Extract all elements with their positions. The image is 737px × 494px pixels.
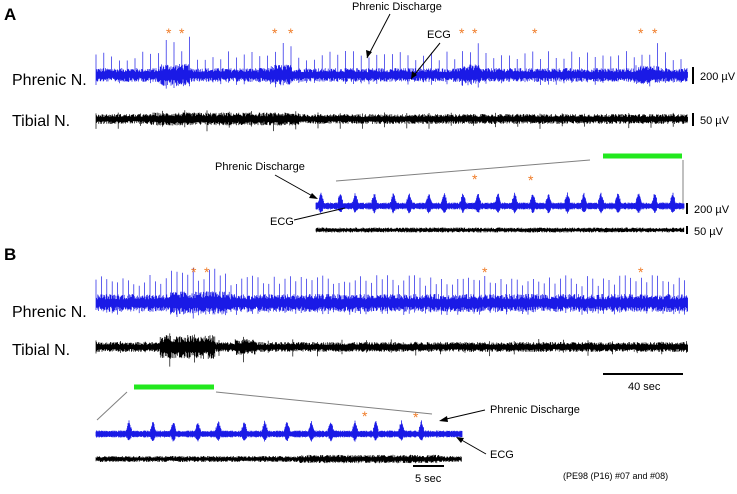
arrowhead-icon bbox=[411, 71, 417, 79]
panel-a-inset-asterisk: * bbox=[528, 172, 534, 188]
panel-b-inset-asterisk: * bbox=[413, 409, 419, 425]
panel-a-phrenic-discharge-label: Phrenic Discharge bbox=[352, 1, 442, 13]
panel-a-asterisk: * bbox=[166, 25, 172, 41]
panel-b-asterisk: * bbox=[204, 264, 210, 280]
panel-b-inset-phrenic-discharge-label: Phrenic Discharge bbox=[490, 404, 580, 416]
panel-b-guide-line-left bbox=[96, 391, 128, 421]
panel-a-asterisk: * bbox=[459, 25, 465, 41]
panel-a-phrenic-discharge-arrow bbox=[366, 13, 391, 59]
panel-a-inset-tibial-trace bbox=[315, 227, 685, 233]
panel-a-tibial-trace bbox=[95, 110, 688, 132]
panel-a-inset-phrenic-discharge-arrow bbox=[274, 174, 317, 199]
panel-a-guide-line-left bbox=[335, 159, 591, 182]
panel-a-tibial-label: Tibial N. bbox=[12, 113, 70, 130]
panel-a-inset-tibial-scale-label: 50 µV bbox=[694, 226, 724, 238]
panel-a-phrenic-label: Phrenic N. bbox=[12, 72, 87, 89]
panel-a-inset-ecg-arrow bbox=[293, 207, 346, 221]
panel-a-inset-phrenic-trace bbox=[315, 192, 685, 214]
panel-a-phrenic-trace bbox=[95, 36, 688, 89]
panel-b-inset-ecg-label: ECG bbox=[490, 449, 514, 461]
panel-a-asterisk: * bbox=[532, 25, 538, 41]
panel-b-inset-asterisk: * bbox=[362, 408, 368, 424]
panel-a-asterisk: * bbox=[472, 25, 478, 41]
panel-b-inset-phrenic-discharge-arrow bbox=[441, 409, 486, 421]
panel-b-tibial-label: Tibial N. bbox=[12, 342, 70, 359]
panel-a-asterisk: * bbox=[288, 25, 294, 41]
panel-a-inset: * * Phrenic Discharge ECG 200 µV 50 µV bbox=[215, 161, 730, 238]
panel-a-asterisk: * bbox=[179, 25, 185, 41]
panel-b: B Phrenic N. Tibial N. * * * * 40 sec * … bbox=[4, 245, 688, 485]
panel-a: A Phrenic N. Tibial N. * * * * * * * * *… bbox=[4, 1, 736, 238]
arrowhead-icon bbox=[439, 416, 448, 422]
arrowhead-icon bbox=[456, 437, 464, 443]
panel-b-guide-line-right bbox=[215, 391, 433, 415]
panel-a-asterisk: * bbox=[638, 25, 644, 41]
panel-a-inset-ecg-label: ECG bbox=[270, 216, 294, 228]
panel-a-label: A bbox=[4, 5, 16, 24]
panel-b-inset-tibial-trace bbox=[95, 454, 462, 464]
panel-b-tibial-trace bbox=[95, 333, 688, 367]
panel-a-phrenic-scale-label: 200 µV bbox=[700, 71, 736, 83]
arrowhead-icon bbox=[309, 193, 318, 199]
panel-a-ecg-arrow bbox=[410, 42, 441, 80]
panel-a-asterisk: * bbox=[652, 25, 658, 41]
panel-a-ecg-label: ECG bbox=[427, 29, 451, 41]
panel-b-inset-time-scale-label: 5 sec bbox=[415, 473, 442, 485]
panel-b-asterisk: * bbox=[638, 264, 644, 280]
panel-a-tibial-scale-label: 50 µV bbox=[700, 115, 730, 127]
panel-a-inset-phrenic-discharge-label: Phrenic Discharge bbox=[215, 161, 305, 173]
panel-b-inset-phrenic-trace bbox=[95, 420, 463, 442]
panel-a-inset-phrenic-scale-label: 200 µV bbox=[694, 204, 730, 216]
panel-b-asterisk: * bbox=[482, 264, 488, 280]
panel-b-phrenic-trace bbox=[95, 267, 688, 319]
panel-b-asterisk: * bbox=[191, 264, 197, 280]
footnote: (PE98 (P16) #07 and #08) bbox=[563, 471, 668, 481]
panel-b-phrenic-label: Phrenic N. bbox=[12, 304, 87, 321]
panel-a-asterisk: * bbox=[272, 25, 278, 41]
arrowhead-icon bbox=[366, 50, 372, 58]
panel-b-label: B bbox=[4, 245, 16, 264]
panel-a-inset-asterisk: * bbox=[472, 171, 478, 187]
panel-b-inset: * * Phrenic Discharge ECG 5 sec bbox=[95, 404, 580, 485]
panel-b-inset-ecg-arrow bbox=[457, 437, 487, 455]
panel-b-time-scale-label: 40 sec bbox=[628, 381, 661, 393]
